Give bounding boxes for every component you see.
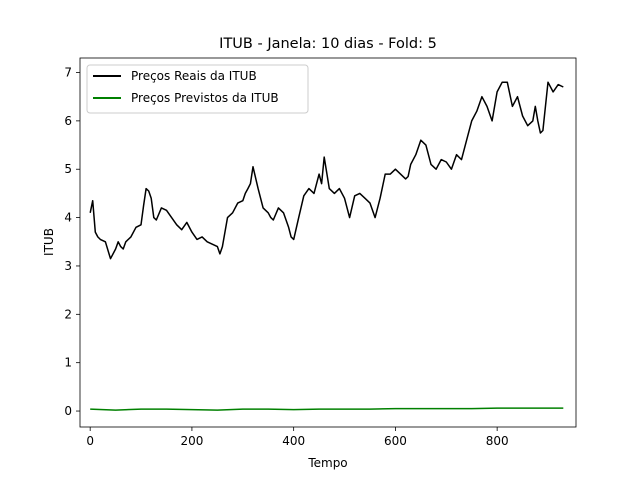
y-tick-label: 0 [64,404,72,418]
series-line-real [89,81,564,260]
x-tick-label: 200 [180,434,203,448]
plot-area [80,58,576,427]
y-tick-label: 1 [64,356,72,370]
series-layer [89,81,564,411]
x-tick-label: 600 [384,434,407,448]
y-tick-label: 7 [64,66,72,80]
legend-box [86,64,309,114]
y-axis-label: ITUB [42,228,56,256]
y-tick-label: 4 [64,211,72,225]
legend-label-real: Preços Reais da ITUB [131,69,257,83]
x-axis-ticks: 0 200 400 600 800 [86,427,509,448]
axes [79,57,577,428]
x-axis-label: Tempo [307,456,347,470]
x-tick-label: 800 [486,434,509,448]
legend: Preços Reais da ITUB Preços Previstos da… [86,64,309,114]
y-tick-label: 3 [64,259,72,273]
legend-label-predicted: Preços Previstos da ITUB [131,91,279,105]
series-line-predicted [90,407,564,411]
axes-frame [79,57,577,428]
chart-title: ITUB - Janela: 10 dias - Fold: 5 [219,36,437,52]
y-axis-ticks: 0 1 2 3 4 5 6 7 [64,66,80,418]
x-tick-label: 400 [282,434,305,448]
x-tick-label: 0 [86,434,94,448]
y-tick-label: 2 [64,307,72,321]
y-tick-label: 6 [64,114,72,128]
y-tick-label: 5 [64,162,72,176]
